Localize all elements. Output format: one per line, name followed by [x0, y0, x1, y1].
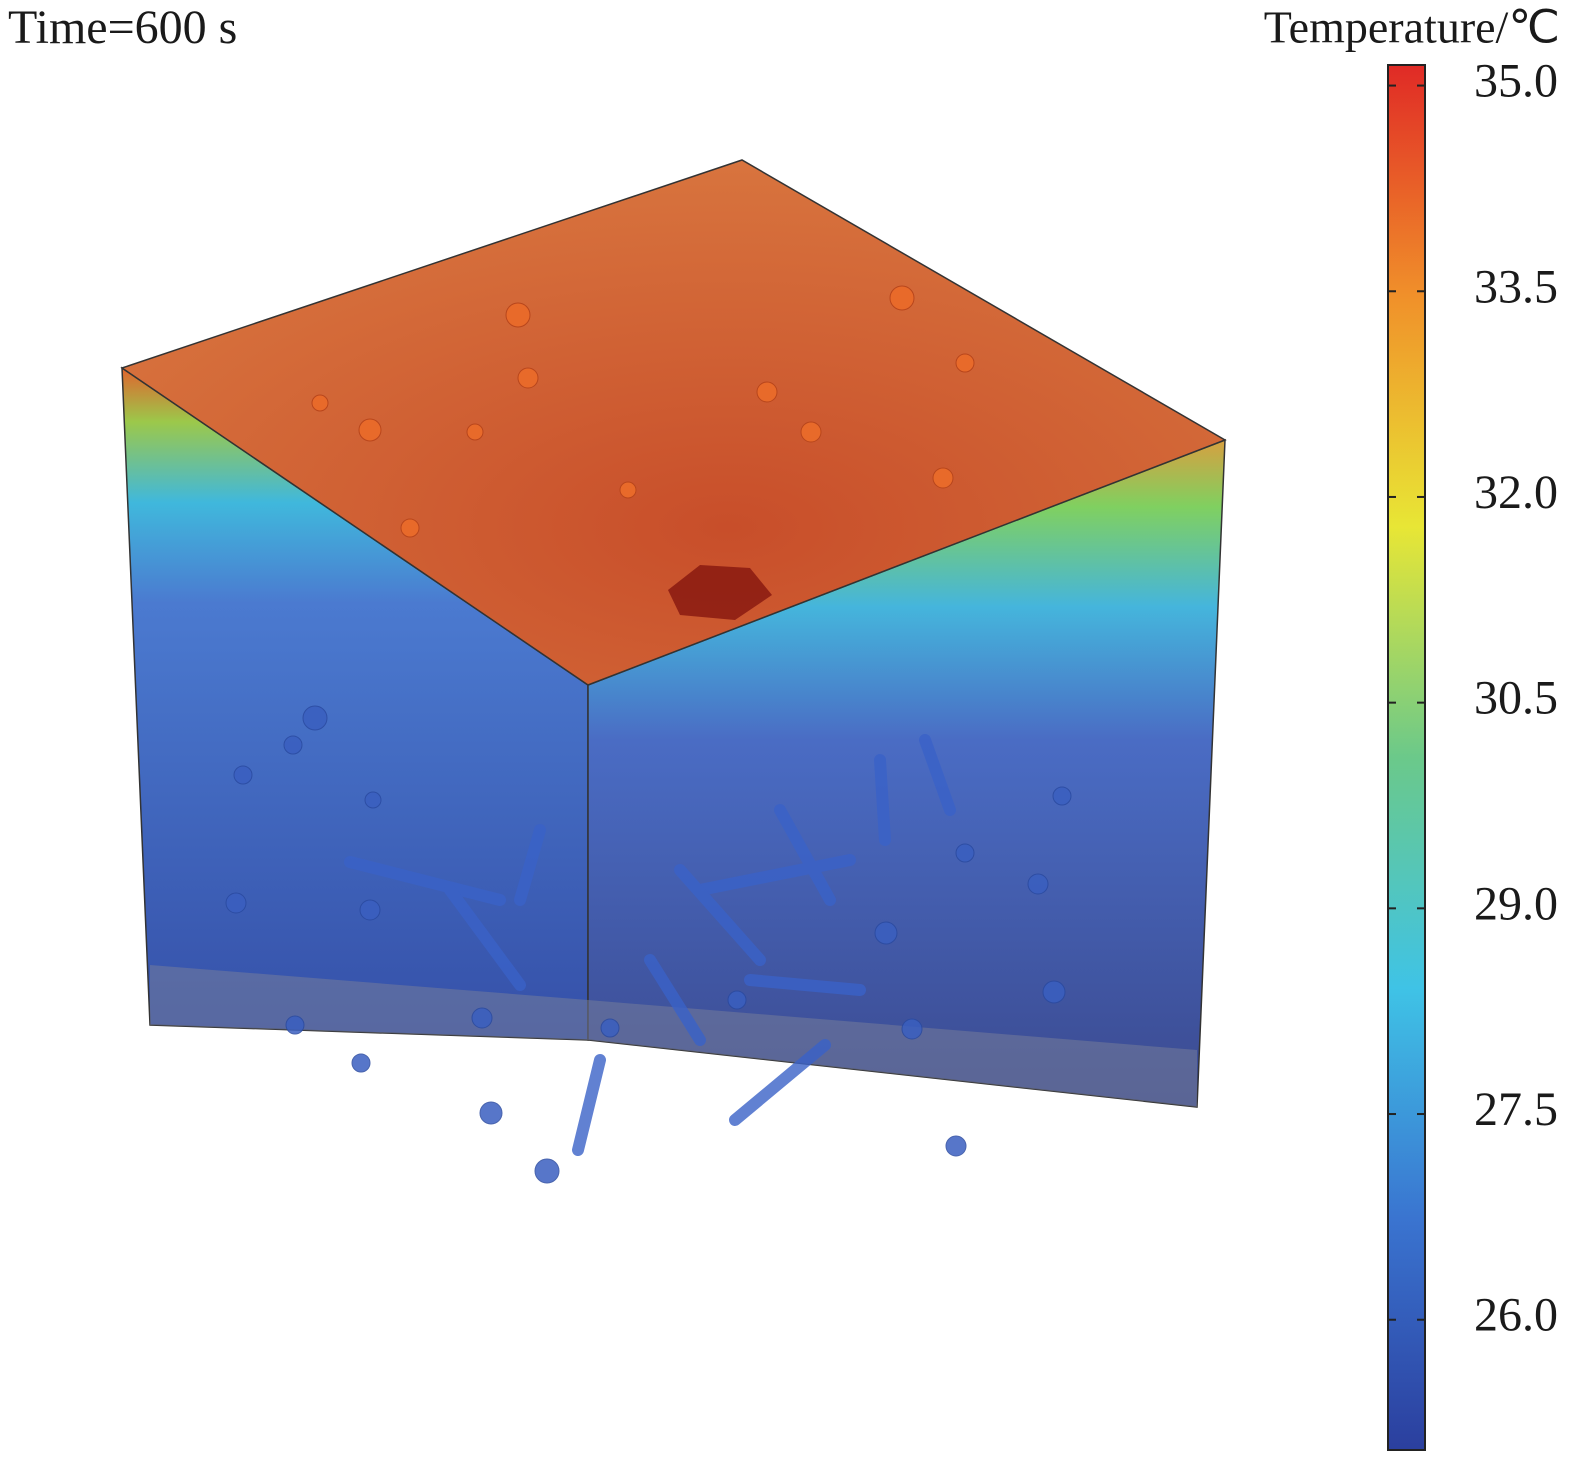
- top-inclusions: [311, 285, 975, 538]
- colorbar-title: Temperature/℃: [1264, 2, 1560, 53]
- tick-label: 27.5: [1474, 1083, 1558, 1136]
- tick-label: 32.0: [1474, 466, 1558, 519]
- tick-label: 30.5: [1474, 672, 1558, 725]
- time-label: Time=600 s: [8, 1, 237, 54]
- inclusions: [225, 705, 1072, 1184]
- colorbar: [1387, 64, 1426, 1451]
- tick-label: 35.0: [1474, 55, 1558, 108]
- cube: [120, 159, 1227, 1184]
- tick-label: 26.0: [1474, 1289, 1558, 1342]
- top-face: [120, 159, 1227, 686]
- hot-spot: [668, 565, 772, 620]
- base-layer: [150, 965, 1197, 1107]
- tick-label: 33.5: [1474, 260, 1558, 313]
- tick-label: 29.0: [1474, 877, 1558, 930]
- fibres: [344, 734, 956, 1156]
